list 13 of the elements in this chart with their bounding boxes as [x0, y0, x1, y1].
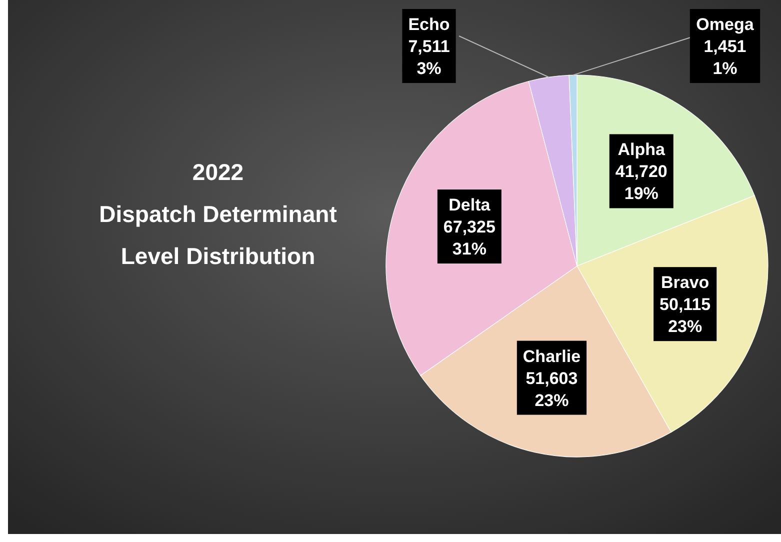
data-label: 51,603 23%	[526, 368, 578, 410]
data-label: 67,325 31%	[443, 217, 496, 258]
text: 2022 Dispatch Determinant Level Distribution	[99, 159, 338, 269]
slice-label: Omega	[696, 15, 754, 34]
data-label: 1,451 1%	[704, 37, 746, 78]
data-label: 50,115 23%	[660, 295, 711, 336]
data-label: 41,720 19%	[615, 162, 668, 204]
slice-label: Delta	[448, 195, 491, 214]
slice-label: Bravo	[660, 273, 710, 292]
slice-label: Charlie	[522, 346, 581, 366]
slice-label: Echo	[408, 15, 450, 34]
data-label: 7,511 3%	[408, 37, 450, 78]
slice-label: Alpha	[618, 140, 666, 160]
